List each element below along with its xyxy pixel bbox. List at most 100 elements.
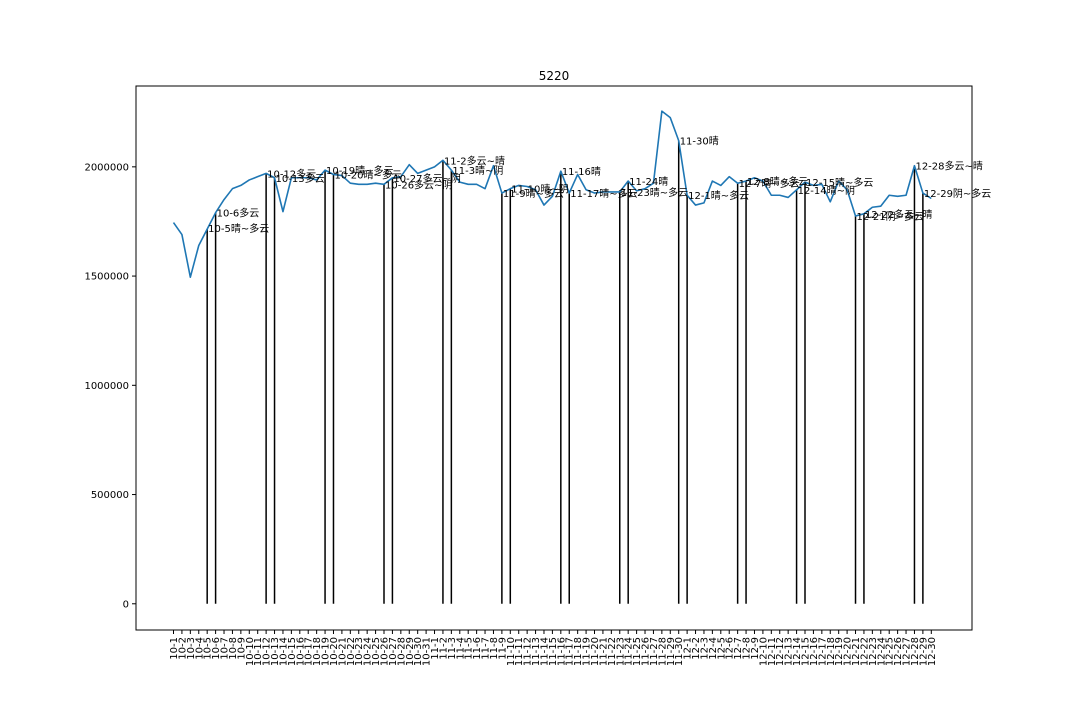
chart-title: 5220 [539, 69, 570, 83]
x-tick-label: 12-24 [876, 637, 887, 666]
x-tick-label: 12-9 [750, 637, 761, 660]
x-tick-label: 11-8 [489, 637, 500, 660]
x-tick-label: 10-29 [405, 637, 416, 666]
x-tick-label: 11-26 [641, 637, 652, 666]
y-tick-label: 500000 [91, 490, 129, 501]
x-tick-label: 10-23 [354, 637, 365, 666]
x-tick-label: 10-2 [177, 637, 188, 660]
x-tick-label: 10-19 [321, 637, 332, 666]
x-tick-label: 11-29 [666, 637, 677, 666]
event-annotation: 11-17晴~多云 [570, 187, 637, 200]
event-annotation: 10-13多云 [276, 172, 325, 185]
event-annotation: 11-30晴 [680, 135, 719, 148]
x-tick-label: 12-1 [683, 637, 694, 660]
x-tick-label: 10-22 [346, 637, 357, 666]
event-annotation: 11-16晴 [562, 165, 601, 178]
x-tick-label: 12-19 [834, 637, 845, 666]
x-tick-label: 10-5 [203, 637, 214, 660]
x-tick-label: 11-1 [430, 637, 441, 660]
x-tick-label: 11-27 [649, 637, 660, 666]
x-tick-label: 11-18 [573, 637, 584, 666]
x-tick-label: 11-7 [481, 637, 492, 660]
event-annotation: 10-5晴~多云 [208, 222, 269, 235]
event-annotation: 10-6多云 [217, 207, 260, 220]
event-annotation: 11-9晴~多云 [503, 187, 564, 200]
x-tick-label: 10-28 [396, 637, 407, 666]
x-tick-label: 11-22 [607, 637, 618, 666]
x-tick-label: 12-3 [699, 637, 710, 660]
x-tick-label: 11-25 [632, 637, 643, 666]
x-tick-label: 11-5 [464, 637, 475, 660]
event-annotation: 12-28多云~晴 [915, 160, 982, 173]
x-tick-label: 11-11 [514, 637, 525, 666]
x-tick-label: 10-20 [329, 637, 340, 666]
x-tick-label: 12-18 [826, 637, 837, 666]
x-tick-label: 11-3 [447, 637, 458, 660]
x-tick-label: 12-13 [784, 637, 795, 666]
x-tick-label: 11-28 [657, 637, 668, 666]
x-tick-label: 12-30 [927, 637, 938, 666]
x-tick-label: 10-11 [253, 637, 264, 666]
x-tick-label: 12-20 [843, 637, 854, 666]
y-tick-label: 2000000 [84, 162, 129, 173]
x-tick-label: 12-27 [902, 637, 913, 666]
event-annotation: 10-20晴~多云 [334, 168, 401, 181]
y-tick-label: 0 [123, 599, 129, 610]
x-tick-label: 11-21 [598, 637, 609, 666]
x-tick-label: 10-10 [245, 637, 256, 666]
event-annotation: 12-22多云~晴 [865, 208, 932, 221]
x-tick-label: 11-24 [624, 637, 635, 666]
series-line [172, 110, 932, 278]
event-annotation: 12-1晴~多云 [688, 189, 749, 202]
x-tick-label: 11-15 [548, 637, 559, 666]
x-tick-label: 10-21 [337, 637, 348, 666]
x-tick-label: 10-25 [371, 637, 382, 666]
x-tick-label: 11-30 [674, 637, 685, 666]
x-tick-label: 11-20 [590, 637, 601, 666]
y-tick-label: 1000000 [84, 381, 129, 392]
y-tick-label: 1500000 [84, 272, 129, 283]
event-annotation: 12-15晴~多云 [806, 176, 873, 189]
x-tick-label: 10-27 [388, 637, 399, 666]
x-tick-label: 10-6 [211, 637, 222, 660]
x-tick-label: 10-15 [287, 637, 298, 666]
x-tick-label: 10-14 [278, 637, 289, 666]
event-annotation: 10-27多云~阴 [393, 172, 460, 185]
event-annotation: 12-7晴~多云 [739, 177, 800, 190]
x-tick-label: 12-21 [851, 637, 862, 666]
x-tick-label: 12-16 [809, 637, 820, 666]
x-tick-label: 12-4 [708, 637, 719, 660]
x-tick-label: 11-14 [539, 637, 550, 666]
x-tick-label: 12-7 [733, 637, 744, 660]
x-tick-label: 11-6 [472, 637, 483, 660]
x-tick-label: 10-17 [304, 637, 315, 666]
x-tick-label: 11-13 [531, 637, 542, 666]
x-tick-label: 12-23 [868, 637, 879, 666]
x-tick-label: 10-18 [312, 637, 323, 666]
x-tick-label: 12-8 [742, 637, 753, 660]
event-annotation: 10-12多云 [267, 167, 316, 180]
x-tick-label: 12-22 [859, 637, 870, 666]
x-tick-label: 11-10 [506, 637, 517, 666]
event-annotation: 11-10晴~阴 [511, 183, 568, 196]
x-tick-label: 12-2 [691, 637, 702, 660]
x-tick-label: 12-28 [910, 637, 921, 666]
event-annotation: 11-2多云~晴 [444, 154, 505, 167]
x-tick-label: 10-26 [380, 637, 391, 666]
x-tick-label: 12-10 [758, 637, 769, 666]
x-tick-label: 10-3 [186, 637, 197, 660]
x-tick-label: 10-31 [422, 637, 433, 666]
x-tick-label: 12-25 [885, 637, 896, 666]
x-tick-label: 10-7 [220, 637, 231, 660]
event-annotation: 10-19晴~多云 [326, 164, 393, 177]
event-annotation: 11-23晴~多云 [621, 186, 688, 199]
event-annotation: 12-29阴~多云 [924, 187, 991, 200]
x-tick-label: 11-12 [523, 637, 534, 666]
event-annotation: 12-14晴~阴 [798, 184, 855, 197]
x-tick-label: 11-23 [615, 637, 626, 666]
x-tick-label: 11-16 [556, 637, 567, 666]
x-tick-label: 10-30 [413, 637, 424, 666]
x-tick-label: 12-12 [775, 637, 786, 666]
event-annotation: 11-3晴~阴 [452, 164, 503, 177]
x-tick-label: 11-19 [582, 637, 593, 666]
